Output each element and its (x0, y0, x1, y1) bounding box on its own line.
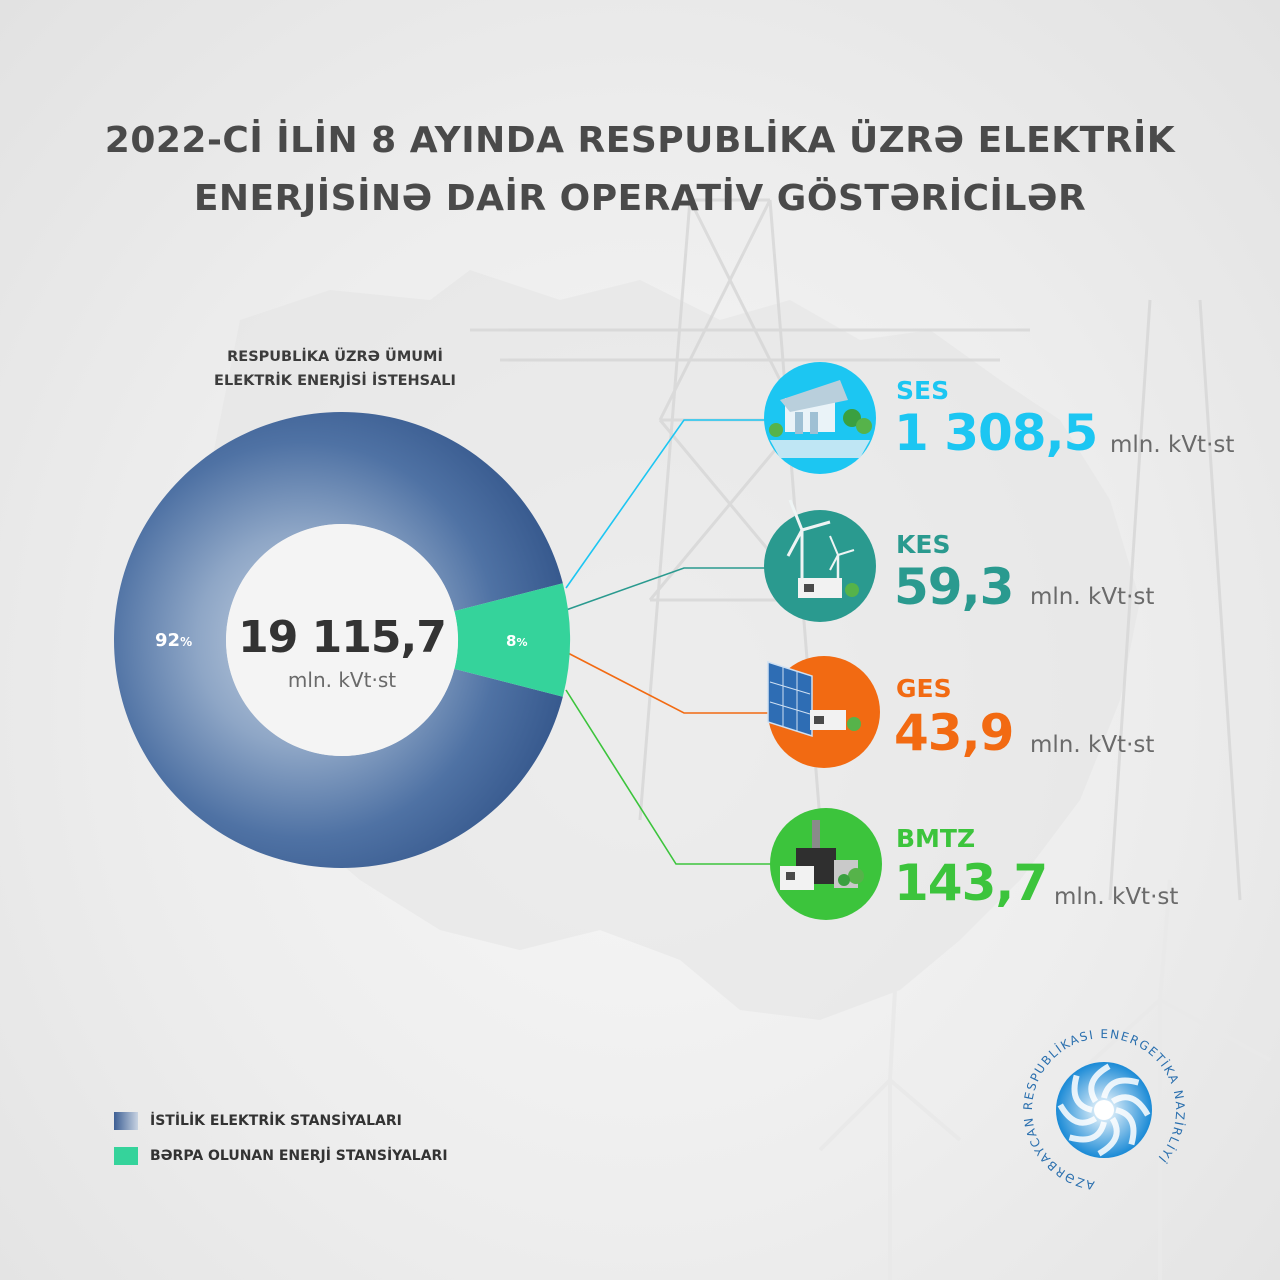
station-unit-bmtz: mln. kVt·st (1054, 884, 1179, 910)
station-value-kes: 59,3 (894, 558, 1014, 616)
station-value-bmtz: 143,7 (894, 854, 1048, 912)
pct-value-thermal: 92 (155, 630, 181, 651)
station-name-ses: SES (896, 376, 950, 405)
page-title: 2022-Cİ İLİN 8 AYINDA RESPUBLİKA ÜZRƏ EL… (0, 112, 1280, 228)
background-windmill-silhouette (818, 879, 1271, 1280)
pct-value-renewable: 8 (506, 632, 517, 650)
logo-swirl-arc (1057, 1103, 1098, 1126)
station-name-kes: KES (896, 530, 951, 559)
legend-label-thermal: İSTİLİK ELEKTRİK STANSİYALARI (150, 1113, 402, 1129)
station-unit-kes: mln. kVt·st (1030, 584, 1155, 610)
connector-kes (565, 567, 766, 611)
legend-swatch-thermal (114, 1112, 138, 1130)
station-unit-ges: mln. kVt·st (1030, 732, 1155, 758)
hydro-dam-icon (764, 362, 876, 474)
connector-lines (565, 419, 772, 865)
title-line-2: ENERJİSİNƏ DAİR OPERATİV GÖSTƏRİCİLƏR (193, 178, 1087, 219)
solar-panel-icon (767, 656, 880, 768)
donut-heading-line-1: RESPUBLİKA ÜZRƏ ÜMUMİ (227, 349, 443, 365)
connector-ses (565, 419, 766, 589)
logo-swirl-arc (1097, 1116, 1120, 1157)
logo-swirl-arc (1115, 1107, 1137, 1146)
logo-swirl-arc (1110, 1094, 1151, 1117)
logo-swirl-arc (1088, 1063, 1111, 1104)
station-unit-ses: mln. kVt·st (1110, 432, 1235, 458)
donut-total-value: 19 115,7 (238, 612, 447, 663)
station-name-ges: GES (896, 674, 952, 703)
legend-swatch-renewable (114, 1147, 138, 1165)
pct-sign-renewable: % (516, 636, 528, 649)
legend-label-renewable: BƏRPA OLUNAN ENERJİ STANSİYALARI (150, 1148, 448, 1164)
donut-slice-renewable (454, 583, 571, 697)
donut-chart (114, 412, 571, 868)
logo-swirl-arc (1101, 1077, 1140, 1099)
pct-label-thermal: 92% (155, 630, 192, 651)
donut-heading: RESPUBLİKA ÜZRƏ ÜMUMİ ELEKTRİK ENERJİSİ … (170, 345, 500, 393)
donut-total-unit: mln. kVt·st (287, 668, 397, 692)
station-value-ges: 43,9 (894, 704, 1014, 762)
title-line-1: 2022-Cİ İLİN 8 AYINDA RESPUBLİKA ÜZRƏ EL… (104, 120, 1176, 161)
wind-turbine-icon (764, 499, 876, 622)
logo-swirl-arc (1071, 1074, 1093, 1113)
logo-swirl-arc (1068, 1121, 1107, 1143)
donut-hole (226, 524, 458, 756)
donut-slice-thermal (114, 412, 563, 868)
connector-bmtz (565, 689, 772, 865)
station-name-bmtz: BMTZ (896, 824, 976, 853)
connector-ges (565, 651, 770, 714)
pct-sign-thermal: % (180, 635, 193, 649)
biomass-plant-icon (770, 808, 882, 920)
donut-heading-line-2: ELEKTRİK ENERJİSİ İSTEHSALI (214, 373, 456, 389)
pct-label-renewable: 8% (506, 632, 527, 650)
station-value-ses: 1 308,5 (894, 404, 1098, 462)
